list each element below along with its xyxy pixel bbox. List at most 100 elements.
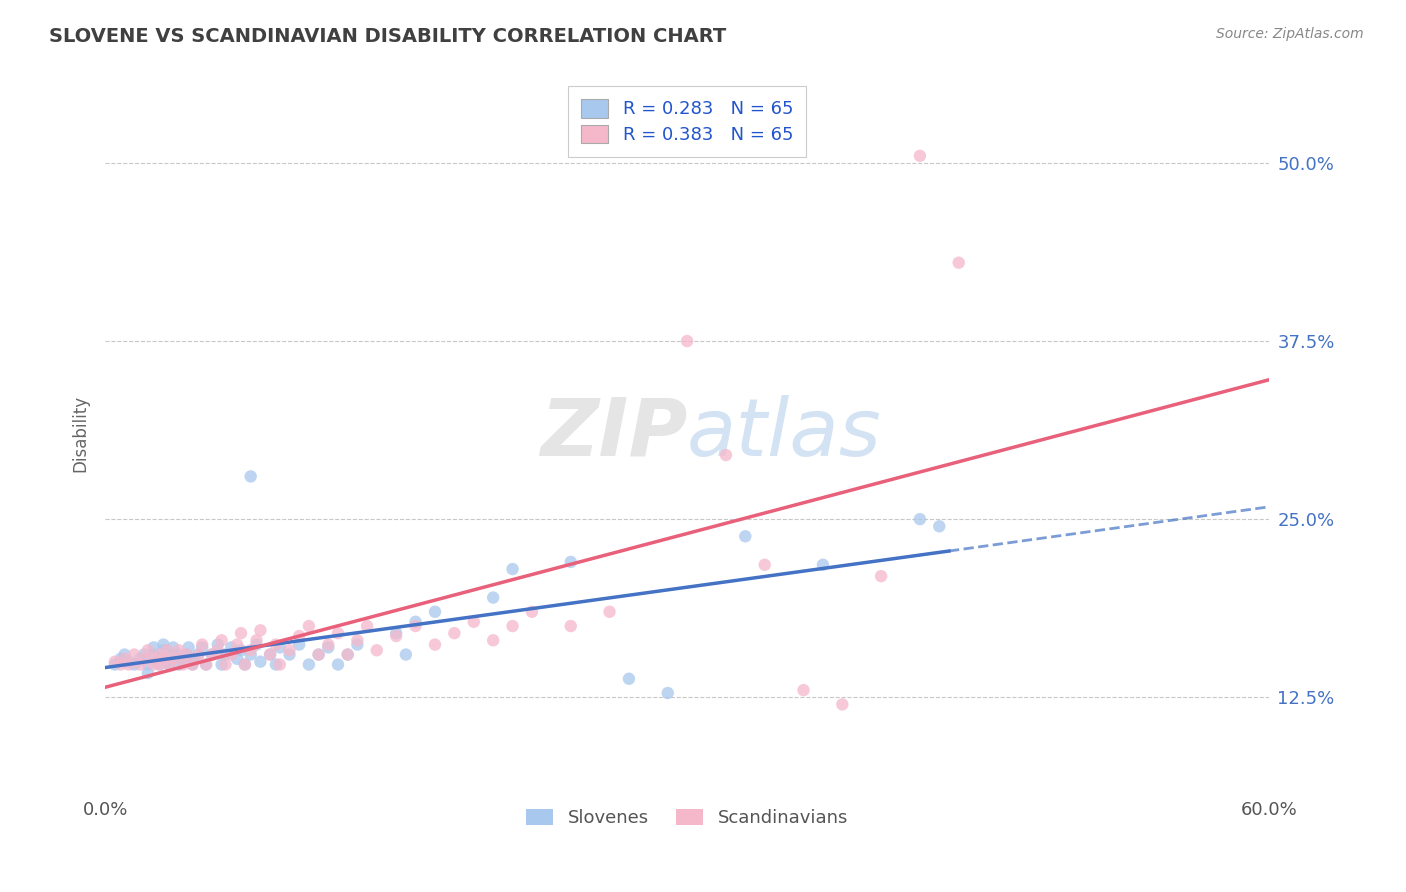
Point (162, 652, 184, 666)
Point (366, 643, 388, 657)
Point (259, 648, 281, 662)
Point (278, 648, 301, 662)
Point (201, 648, 224, 662)
Point (908, 512, 931, 526)
Point (167, 648, 190, 662)
Point (463, 615, 485, 629)
Point (326, 657, 349, 672)
Point (152, 643, 174, 657)
Point (264, 657, 287, 672)
Point (176, 648, 198, 662)
Point (201, 648, 224, 662)
Point (191, 640, 214, 655)
Point (136, 643, 159, 657)
Point (831, 698, 853, 712)
Point (908, 149, 931, 163)
Point (181, 657, 204, 672)
Point (298, 657, 321, 672)
Point (482, 591, 505, 605)
Point (346, 633, 368, 648)
Point (676, 334, 699, 348)
Point (142, 640, 165, 655)
Point (162, 640, 184, 655)
Point (792, 683, 814, 698)
Point (195, 657, 218, 672)
Point (233, 657, 256, 672)
Point (104, 657, 127, 672)
Point (211, 633, 233, 648)
Point (226, 652, 249, 666)
Point (811, 558, 834, 572)
Point (124, 648, 146, 662)
Point (226, 638, 249, 652)
Point (104, 655, 127, 669)
Point (211, 657, 233, 672)
Point (110, 652, 132, 666)
Point (278, 643, 301, 657)
Point (870, 569, 893, 583)
Point (560, 555, 582, 569)
Point (148, 657, 170, 672)
Point (129, 652, 152, 666)
Point (207, 643, 229, 657)
Point (181, 657, 204, 672)
Point (560, 619, 582, 633)
Point (221, 648, 243, 662)
Point (229, 626, 252, 640)
Point (136, 657, 159, 672)
Text: SLOVENE VS SCANDINAVIAN DISABILITY CORRELATION CHART: SLOVENE VS SCANDINAVIAN DISABILITY CORRE… (49, 27, 727, 45)
Point (423, 605, 446, 619)
Point (221, 640, 243, 655)
Point (249, 655, 271, 669)
Point (245, 638, 267, 652)
Point (264, 638, 287, 652)
Point (443, 626, 465, 640)
Point (110, 657, 132, 672)
Point (142, 657, 165, 672)
Legend: Slovenes, Scandinavians: Slovenes, Scandinavians (519, 802, 855, 834)
Y-axis label: Disability: Disability (72, 395, 89, 472)
Point (395, 648, 418, 662)
Point (617, 672, 640, 686)
Point (502, 562, 524, 576)
Point (132, 652, 155, 666)
Point (172, 657, 194, 672)
Point (195, 657, 218, 672)
Text: Source: ZipAtlas.com: Source: ZipAtlas.com (1216, 27, 1364, 41)
Point (316, 640, 339, 655)
Point (152, 652, 174, 666)
Point (245, 633, 267, 648)
Point (129, 657, 152, 672)
Point (259, 648, 281, 662)
Point (599, 605, 621, 619)
Point (148, 648, 170, 662)
Point (269, 657, 291, 672)
Point (142, 652, 165, 666)
Point (157, 657, 180, 672)
Text: atlas: atlas (688, 394, 882, 473)
Point (207, 638, 229, 652)
Point (156, 655, 179, 669)
Point (142, 648, 165, 662)
Point (356, 619, 378, 633)
Point (136, 666, 159, 681)
Point (176, 648, 198, 662)
Point (269, 640, 291, 655)
Point (423, 638, 446, 652)
Point (177, 640, 200, 655)
Point (385, 629, 408, 643)
Point (714, 448, 737, 462)
Point (520, 605, 543, 619)
Point (326, 626, 349, 640)
Point (167, 643, 190, 657)
Point (181, 652, 204, 666)
Point (948, 255, 970, 269)
Point (249, 624, 271, 638)
Point (482, 633, 505, 648)
Point (156, 643, 179, 657)
Point (172, 655, 194, 669)
Point (187, 648, 209, 662)
Point (239, 648, 262, 662)
Point (148, 657, 170, 672)
Point (346, 638, 368, 652)
